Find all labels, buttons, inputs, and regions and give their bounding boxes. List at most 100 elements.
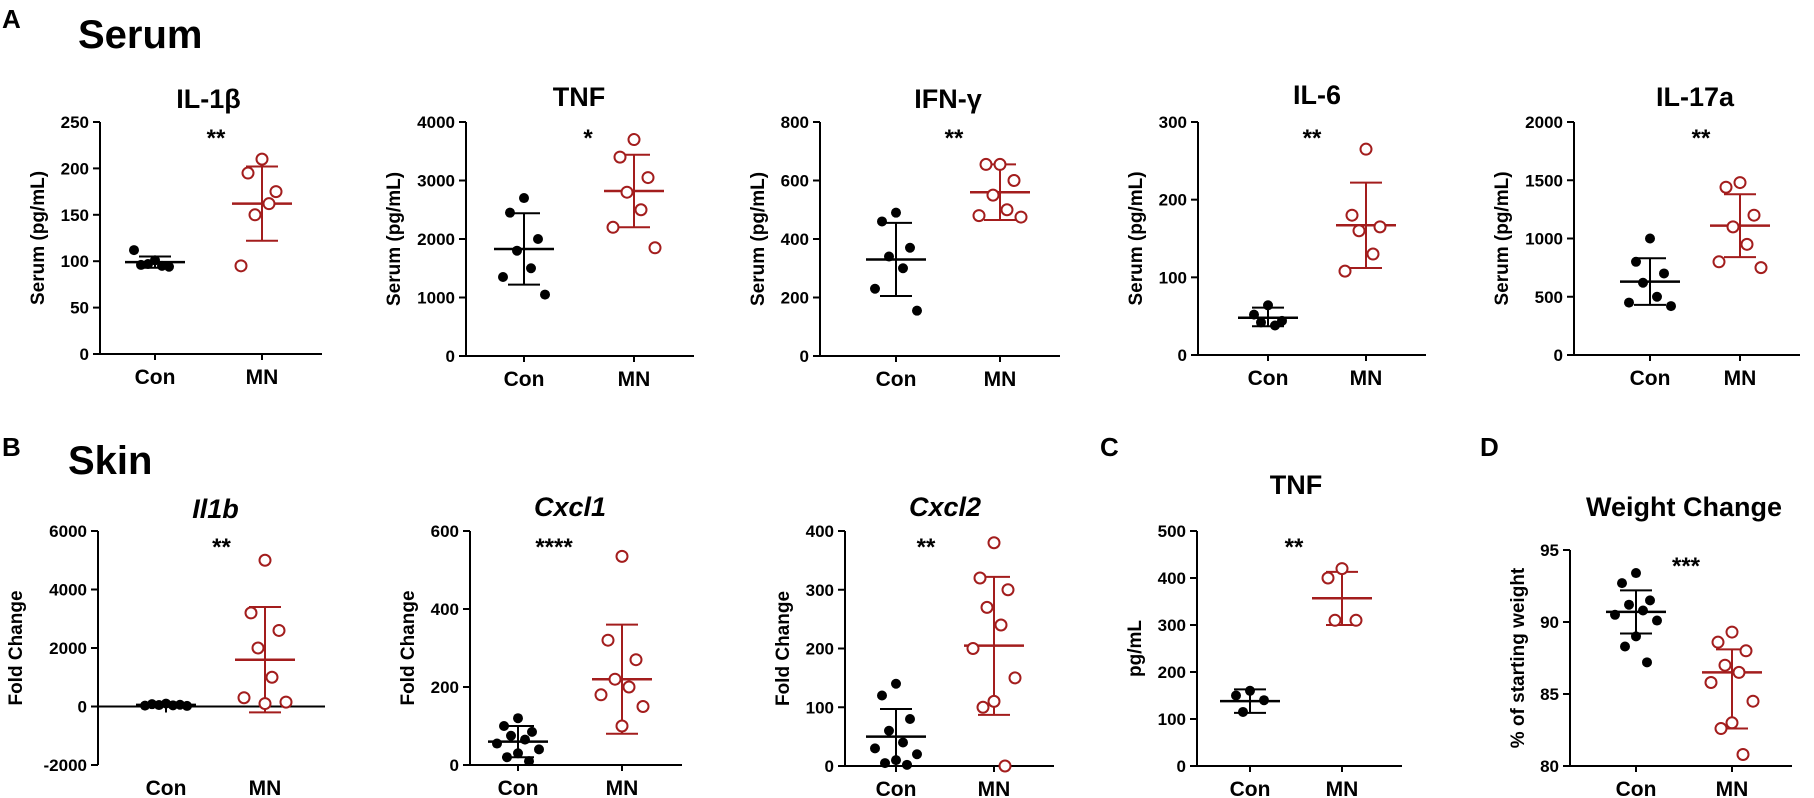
panel-letter-c: C [1100,432,1119,462]
x-tick-label: MN [1716,778,1749,798]
x-tick-label: MN [618,368,651,391]
y-axis-label: Serum (pg/mL) [384,172,405,306]
data-point-con [877,216,887,227]
data-point-mn [279,695,293,709]
data-point-mn [980,600,994,614]
significance-marker: ** [207,125,226,152]
y-axis-label: % of starting weight [1508,567,1529,748]
data-point-con [1652,615,1662,626]
y-tick-label: -2000 [44,756,87,775]
data-point-con [129,245,139,256]
data-point-mn [1718,658,1732,672]
y-tick-label: 400 [781,230,809,249]
data-point-mn [620,185,634,199]
data-point-mn [613,150,627,164]
data-point-con [154,700,164,711]
chart-cxcl1-skin: 0 200 400 600 Con MN Fold Change Cxcl1 **** [398,492,682,798]
x-tick-label: Con [146,777,187,798]
data-point-con [870,283,880,294]
data-point-con [502,752,512,763]
data-point-con [905,242,915,253]
data-point-con [524,756,534,767]
data-point-mn [972,209,986,223]
data-point-mn [262,197,276,211]
y-tick-label: 200 [806,640,834,659]
data-point-mn [976,700,990,714]
data-point-con [526,263,536,274]
x-tick-label: Con [876,778,917,798]
y-tick-label: 400 [806,522,834,541]
data-point-mn [1714,722,1728,736]
data-point-mn [634,203,648,217]
section-title-serum: Serum [78,13,203,57]
data-point-mn [987,536,1001,550]
data-point-mn [1338,264,1352,278]
data-point-mn [237,691,251,705]
data-point-con [898,263,908,274]
data-point-con [168,700,178,711]
data-point-con [1259,695,1269,706]
data-point-con [1638,605,1648,616]
y-tick-label: 800 [781,113,809,132]
y-tick-label: 100 [1158,710,1186,729]
significance-marker: ** [1303,125,1322,152]
data-point-mn [1359,142,1373,156]
data-point-mn [265,670,279,684]
y-tick-label: 4000 [417,113,455,132]
data-point-con [891,755,901,766]
data-point-mn [1740,237,1754,251]
data-point-mn [998,759,1012,773]
data-point-con [902,759,912,770]
data-point-con [513,748,523,759]
data-point-con [1652,291,1662,302]
x-tick-label: Con [876,368,917,391]
data-point-mn [244,606,258,620]
y-tick-label: 600 [431,522,459,541]
data-point-mn [966,642,980,655]
data-point-con [884,725,894,736]
data-point-con [1645,595,1655,606]
data-point-con [1620,641,1630,652]
y-tick-label: 100 [806,698,834,717]
data-point-mn [1335,562,1349,576]
chart-title: TNF [1270,470,1322,500]
data-point-con [157,260,167,271]
data-point-mn [629,653,643,667]
y-tick-label: 2000 [417,230,455,249]
data-point-con [492,738,502,749]
chart-cxcl2-skin: 0 100 200 300 400 Con MN Fold Change Cxcl2 ** [773,492,1054,798]
data-point-mn [1704,675,1718,689]
chart-title: Il1b [192,494,239,524]
data-point-mn [258,697,272,711]
data-point-con [143,258,153,269]
data-point-con [891,678,901,689]
x-tick-label: MN [249,777,282,798]
data-point-con [140,700,150,711]
y-tick-label: 150 [61,206,89,225]
y-tick-label: 0 [450,756,459,775]
data-point-mn [641,171,655,185]
data-point-mn [622,680,636,694]
data-point-mn [606,220,620,234]
data-point-con [912,305,922,316]
chart-title: IL-1β [176,84,240,114]
data-point-mn [255,152,269,166]
y-tick-label: 4000 [49,581,87,600]
data-point-con [1270,320,1280,331]
data-point-mn [601,633,615,647]
data-point-mn [1726,220,1740,234]
chart-il1b-skin: -2000 0 2000 4000 6000 Con MN Fold Change Il1b ** [6,494,325,798]
data-point-mn [1321,571,1335,585]
data-point-mn [1736,747,1750,761]
data-point-mn [1345,208,1359,222]
y-tick-label: 500 [1535,288,1563,307]
x-tick-label: MN [984,368,1017,391]
data-point-con [498,272,508,283]
data-point-mn [615,719,629,733]
data-point-con [1245,685,1255,696]
data-point-con [506,730,516,741]
significance-marker: ** [1692,125,1711,152]
data-point-con [1659,268,1669,279]
chart-title: IL-6 [1293,80,1341,110]
data-point-mn [234,259,248,273]
